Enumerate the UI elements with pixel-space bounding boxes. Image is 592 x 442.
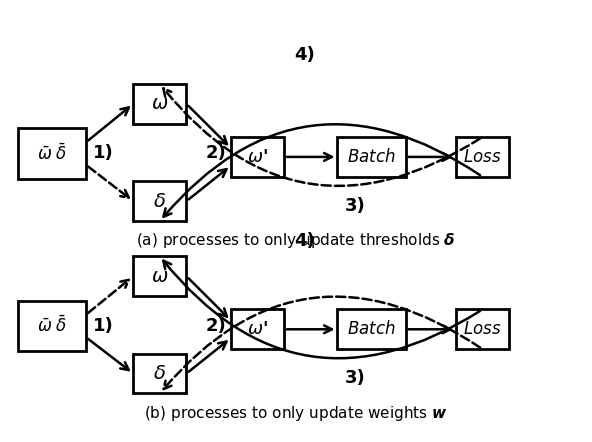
Text: $\delta$: $\delta$ xyxy=(153,364,166,383)
Text: $\delta$: $\delta$ xyxy=(153,192,166,210)
FancyBboxPatch shape xyxy=(133,256,186,296)
Text: 4): 4) xyxy=(294,232,316,250)
Text: $\mathit{Batch}$: $\mathit{Batch}$ xyxy=(347,320,396,338)
FancyBboxPatch shape xyxy=(133,181,186,221)
Text: $\bar{\omega}\;\bar{\delta}$: $\bar{\omega}\;\bar{\delta}$ xyxy=(37,143,67,164)
Text: 2): 2) xyxy=(205,145,227,162)
Text: 4): 4) xyxy=(294,46,316,64)
FancyBboxPatch shape xyxy=(133,354,186,393)
Text: 1): 1) xyxy=(93,145,114,162)
FancyBboxPatch shape xyxy=(231,309,284,349)
Text: $\mathit{Loss}$: $\mathit{Loss}$ xyxy=(464,320,501,338)
FancyBboxPatch shape xyxy=(456,137,509,177)
Text: $\bar{\omega}\;\bar{\delta}$: $\bar{\omega}\;\bar{\delta}$ xyxy=(37,316,67,336)
FancyBboxPatch shape xyxy=(337,137,406,177)
FancyBboxPatch shape xyxy=(18,301,86,351)
Text: $\omega$: $\omega$ xyxy=(151,95,169,113)
Text: $\mathit{Loss}$: $\mathit{Loss}$ xyxy=(464,148,501,166)
FancyBboxPatch shape xyxy=(133,84,186,124)
FancyBboxPatch shape xyxy=(337,309,406,349)
Text: 1): 1) xyxy=(93,317,114,335)
Text: 2): 2) xyxy=(205,317,227,335)
FancyBboxPatch shape xyxy=(456,309,509,349)
Text: $\mathit{Batch}$: $\mathit{Batch}$ xyxy=(347,148,396,166)
Text: (a) processes to only update thresholds $\boldsymbol{\delta}$: (a) processes to only update thresholds … xyxy=(136,232,456,250)
Text: $\omega$': $\omega$' xyxy=(247,148,268,166)
Text: 3): 3) xyxy=(345,369,366,387)
Text: $\omega$: $\omega$ xyxy=(151,267,169,286)
FancyBboxPatch shape xyxy=(231,137,284,177)
Text: (b) processes to only update weights $\boldsymbol{w}$: (b) processes to only update weights $\b… xyxy=(144,404,448,423)
Text: $\omega$': $\omega$' xyxy=(247,320,268,338)
FancyBboxPatch shape xyxy=(18,128,86,179)
Text: 3): 3) xyxy=(345,197,366,214)
